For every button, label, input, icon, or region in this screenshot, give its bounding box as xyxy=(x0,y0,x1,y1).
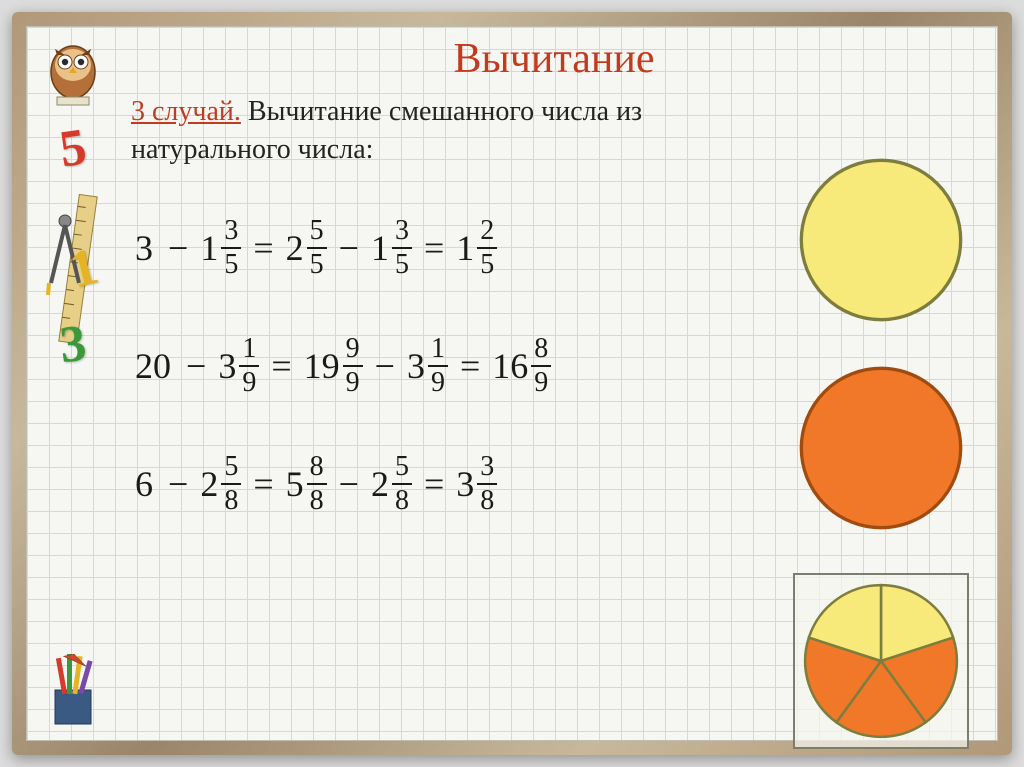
equals-op: = xyxy=(418,463,450,505)
minus-op: − xyxy=(162,463,194,505)
eq1-mid2: 1 35 xyxy=(371,217,412,279)
eq3-mid2: 2 58 xyxy=(371,453,412,515)
minus-op: − xyxy=(180,345,212,387)
minus-op: − xyxy=(333,227,365,269)
orange-circle xyxy=(798,365,964,531)
eq3-mid1: 5 88 xyxy=(286,453,327,515)
pie-chart xyxy=(802,582,960,740)
eq1-subtrahend: 1 35 xyxy=(200,217,241,279)
pencil-cup-icon xyxy=(43,650,103,728)
eq1-mid1: 2 55 xyxy=(286,217,327,279)
equals-op: = xyxy=(418,227,450,269)
eq2-mid2: 3 19 xyxy=(407,335,448,397)
eq2-lhs: 20 xyxy=(135,345,171,387)
page-title: Вычитание xyxy=(131,35,977,83)
equals-op: = xyxy=(247,227,279,269)
equals-op: = xyxy=(454,345,486,387)
eq1-result: 1 25 xyxy=(456,217,497,279)
minus-op: − xyxy=(369,345,401,387)
equals-op: = xyxy=(247,463,279,505)
owl-icon xyxy=(43,37,103,107)
eq3-result: 3 38 xyxy=(456,453,497,515)
eq1-lhs: 3 xyxy=(135,227,153,269)
eq2-subtrahend: 3 19 xyxy=(218,335,259,397)
decorative-number-3: 3 xyxy=(57,318,88,372)
yellow-circle xyxy=(798,157,964,323)
minus-op: − xyxy=(162,227,194,269)
main-content: Вычитание 3 случай. Вычитание смешанного… xyxy=(119,27,997,740)
circle-diagrams xyxy=(793,157,969,749)
picture-frame: 5 xyxy=(12,12,1012,755)
grid-paper: 5 xyxy=(26,26,998,741)
decorative-number-5: 5 xyxy=(57,121,90,176)
eq3-lhs: 6 xyxy=(135,463,153,505)
sidebar-decorations: 5 xyxy=(27,27,119,740)
equals-op: = xyxy=(265,345,297,387)
eq3-subtrahend: 2 58 xyxy=(200,453,241,515)
case-label: 3 случай. xyxy=(131,96,241,127)
pie-chart-box xyxy=(793,573,969,749)
minus-op: − xyxy=(333,463,365,505)
eq2-result: 16 89 xyxy=(492,335,551,397)
eq2-mid1: 19 99 xyxy=(304,335,363,397)
